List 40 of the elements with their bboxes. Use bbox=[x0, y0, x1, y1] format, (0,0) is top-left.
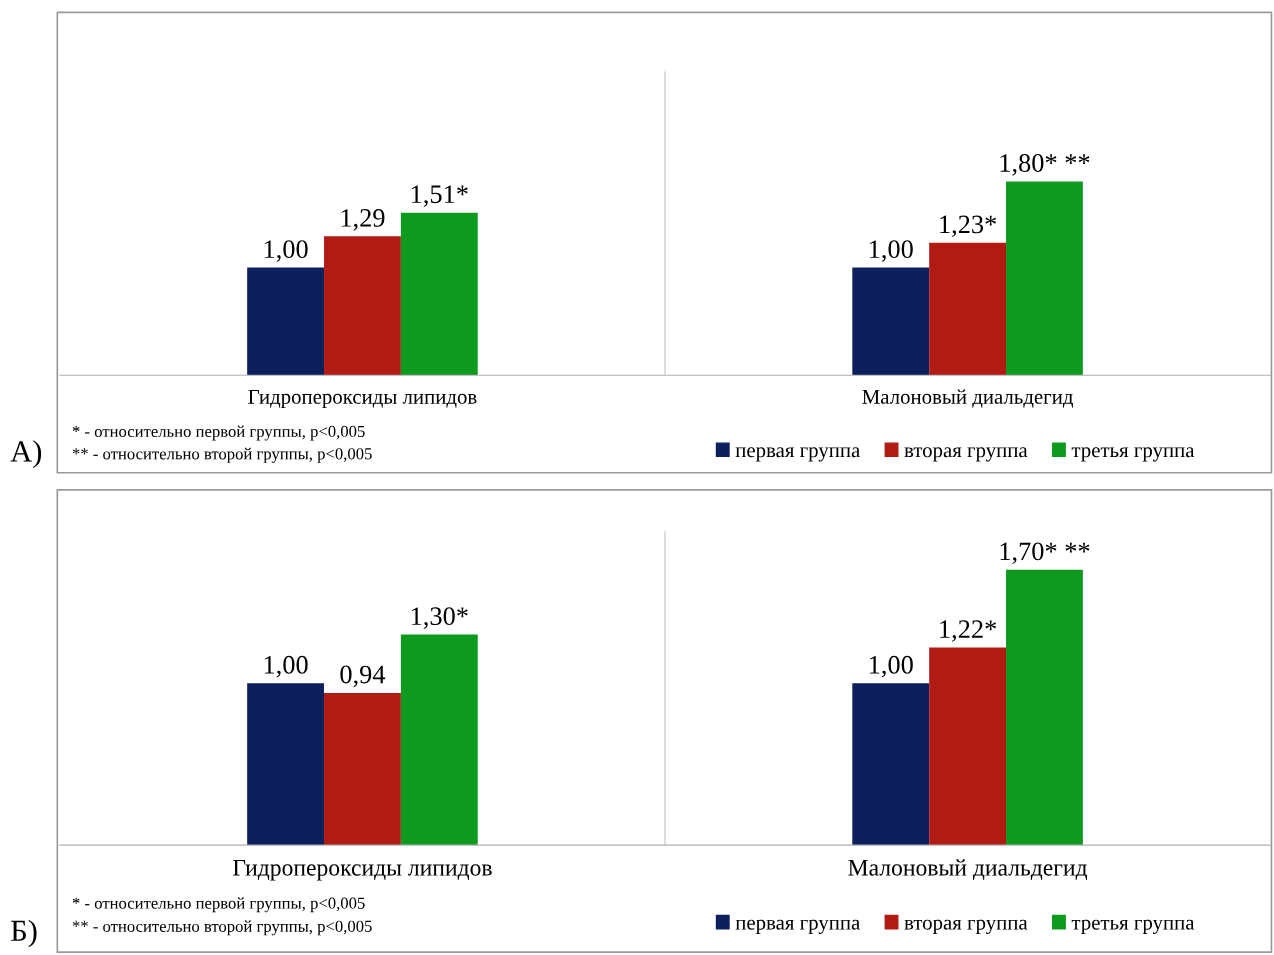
data-label: 1,23* bbox=[940, 215, 997, 238]
data-label: 1,29 bbox=[341, 209, 385, 231]
data-label: 1,30* bbox=[411, 607, 468, 629]
data-label: 1,00 bbox=[869, 240, 913, 262]
bar bbox=[247, 267, 325, 376]
bar bbox=[1006, 181, 1083, 376]
data-label: 1,70* ** bbox=[1000, 542, 1090, 565]
data-label: 1,80* ** bbox=[1000, 154, 1090, 176]
legend-label: вторая группа bbox=[904, 447, 1028, 462]
legend-label: первая группа bbox=[735, 919, 860, 934]
bar bbox=[400, 212, 478, 376]
text: Б) bbox=[11, 919, 37, 948]
bar bbox=[929, 647, 1007, 846]
legend-label: третья группа bbox=[1071, 919, 1195, 934]
data-label: 1,51* bbox=[411, 185, 468, 207]
bar bbox=[324, 236, 401, 376]
text: ** - относительно второй группы, p<0,005 bbox=[72, 447, 372, 463]
bar bbox=[852, 267, 930, 376]
data-label: 1,00 bbox=[869, 655, 913, 678]
text: А) bbox=[10, 440, 42, 468]
data-label: 1,00 bbox=[264, 240, 308, 262]
bar bbox=[1006, 569, 1083, 846]
legend-label: третья группа bbox=[1071, 447, 1195, 462]
data-label: 1,22* bbox=[940, 620, 997, 642]
x-tick-label: Малоновый диальдегид bbox=[848, 859, 1088, 881]
bar bbox=[852, 683, 930, 846]
data-label: 1,00 bbox=[264, 655, 308, 678]
text: * - относительно первой группы, p<0,005 bbox=[72, 425, 365, 441]
x-tick-label: Гидропероксиды липидов bbox=[233, 859, 492, 881]
bar bbox=[247, 683, 325, 846]
text: ** - относительно второй группы, p<0,005 bbox=[72, 920, 372, 936]
x-tick-label: Гидропероксиды липидов bbox=[248, 390, 477, 409]
x-tick-label: Малоновый диальдегид bbox=[862, 389, 1073, 408]
legend-label: первая группа bbox=[735, 447, 860, 462]
bar bbox=[324, 692, 401, 846]
data-label: 0,94 bbox=[340, 665, 386, 688]
legend-label: вторая группа bbox=[904, 919, 1028, 934]
bar bbox=[400, 634, 478, 846]
text: * - относительно первой группы, p<0,005 bbox=[72, 897, 365, 913]
bar bbox=[929, 242, 1007, 376]
